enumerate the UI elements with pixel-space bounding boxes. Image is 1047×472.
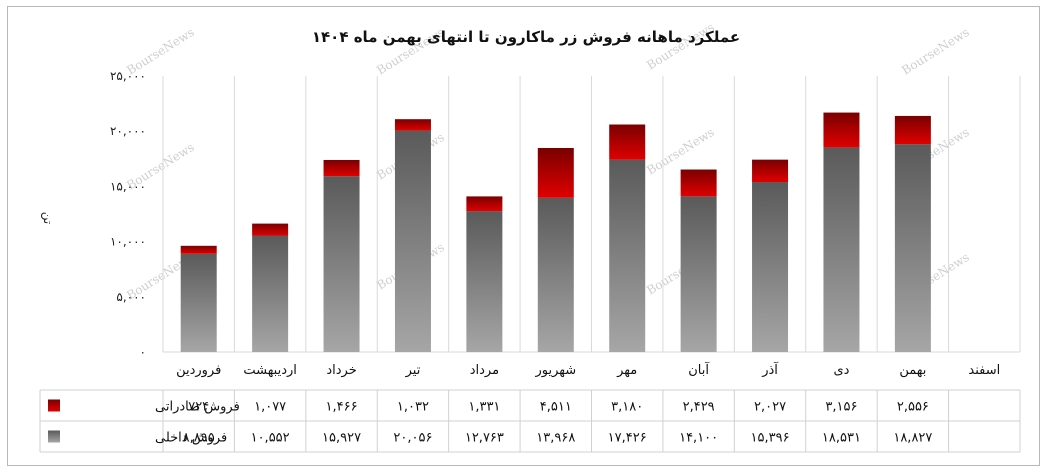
bar-export	[252, 223, 289, 236]
table-cell: ۲۰,۰۵۶	[393, 431, 432, 446]
bar-domestic	[823, 147, 860, 352]
x-category-label: دی	[833, 363, 849, 378]
x-category-label: آذر	[761, 361, 779, 378]
table-cell: ۲,۴۲۹	[683, 400, 715, 415]
bar-export	[323, 159, 360, 177]
y-tick-label: ۲۵,۰۰۰	[110, 69, 146, 83]
bar-export	[537, 147, 574, 198]
table-cell: ۳,۱۸۰	[611, 400, 643, 415]
y-axis-label: تن	[40, 212, 55, 224]
bar-export	[894, 115, 931, 145]
bar-export	[394, 119, 431, 131]
grid-lines	[162, 76, 1021, 353]
table-row-label: فروش صادراتی	[155, 400, 240, 415]
table-cell: ۳,۱۵۶	[825, 400, 857, 415]
table-cell: ۱۸,۵۳۱	[822, 431, 861, 446]
watermark-text: BourseNews	[899, 25, 972, 78]
bar-export	[466, 196, 503, 212]
x-category-label: خرداد	[326, 363, 356, 378]
table-cell: ۱,۰۷۷	[254, 400, 286, 415]
bar-domestic	[752, 182, 789, 352]
bar-domestic	[609, 159, 646, 352]
x-category-label: آبان	[688, 361, 710, 378]
table-cell: ۱۵,۳۹۶	[751, 431, 790, 446]
bar-domestic	[466, 211, 503, 352]
bar-export	[609, 124, 646, 160]
table-cell: ۱۰,۵۵۲	[251, 431, 290, 446]
bar-export	[180, 245, 217, 254]
chart-frame	[7, 6, 1040, 466]
y-tick-label: ۱۰,۰۰۰	[110, 235, 146, 249]
table-cell: ۲,۵۵۶	[897, 400, 929, 415]
table-cell: ۱,۴۶۶	[326, 400, 358, 415]
table-cell: ۱۲,۷۶۳	[465, 431, 504, 446]
y-tick-label: ۵,۰۰۰	[116, 290, 146, 304]
bar-export	[823, 112, 860, 148]
x-category-label: تیر	[405, 363, 421, 378]
legend-swatch-export	[48, 399, 60, 412]
table-cell: ۴,۵۱۱	[540, 400, 572, 415]
table-cell: ۱,۰۳۲	[397, 400, 429, 415]
x-category-label: اردیبهشت	[243, 363, 297, 378]
x-category-label: فروردین	[176, 363, 221, 378]
table-cell: ۲,۰۲۷	[754, 400, 786, 415]
bar-export	[752, 159, 789, 183]
x-category-label: بهمن	[899, 363, 926, 378]
table-cell: ۷۲۴	[188, 400, 209, 415]
table-cell: ۱۷,۴۲۶	[608, 431, 647, 446]
y-axis-ticks: ۰ ۵,۰۰۰ ۱۰,۰۰۰ ۱۵,۰۰۰ ۲۰,۰۰۰ ۲۵,۰۰۰	[110, 69, 146, 359]
bar-domestic	[252, 235, 289, 352]
bar-domestic	[680, 196, 717, 352]
x-category-label: شهریور	[534, 363, 576, 378]
x-category-label: مهر	[616, 363, 637, 378]
x-category-label: اسفند	[968, 363, 1000, 378]
x-category-label: مرداد	[470, 363, 499, 378]
bar-domestic	[537, 197, 574, 352]
bar-domestic	[894, 144, 931, 352]
bars: فروردین اردیبهشت خرداد تیر مرداد شهریور مهر آبا…	[176, 112, 1000, 378]
table-cell: ۱۵,۹۲۷	[322, 431, 361, 446]
bar-export	[680, 169, 717, 197]
chart-title: عملکرد ماهانه فروش زر ماکارون تا انتهای …	[312, 28, 740, 46]
legend-swatch-domestic	[48, 430, 60, 443]
table-row-label: فروش داخلی	[155, 431, 227, 446]
y-tick-label: ۰	[140, 345, 146, 359]
table-cell: ۱۴,۱۰۰	[679, 431, 718, 446]
bar-domestic	[180, 253, 217, 352]
bar-domestic	[323, 176, 360, 352]
bar-domestic	[394, 130, 431, 352]
table-cell: ۱,۳۳۱	[468, 400, 500, 415]
y-tick-label: ۲۰,۰۰۰	[110, 124, 146, 138]
table-cell: ۸,۸۹۵	[183, 431, 215, 446]
table-cell: ۱۸,۸۲۷	[893, 431, 932, 446]
table-cell: ۱۳,۹۶۸	[536, 431, 575, 446]
y-tick-label: ۱۵,۰۰۰	[110, 179, 146, 193]
